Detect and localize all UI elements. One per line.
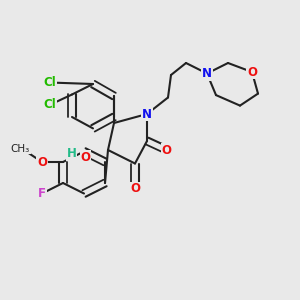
Text: H: H bbox=[67, 147, 76, 160]
Text: O: O bbox=[37, 155, 47, 169]
Text: O: O bbox=[247, 65, 257, 79]
Text: O: O bbox=[130, 182, 140, 196]
Text: CH₃: CH₃ bbox=[11, 143, 30, 154]
Text: O: O bbox=[80, 151, 90, 164]
Text: Cl: Cl bbox=[43, 76, 56, 89]
Text: N: N bbox=[142, 107, 152, 121]
Text: F: F bbox=[38, 187, 46, 200]
Text: N: N bbox=[202, 67, 212, 80]
Text: Cl: Cl bbox=[43, 98, 56, 112]
Text: O: O bbox=[161, 143, 172, 157]
